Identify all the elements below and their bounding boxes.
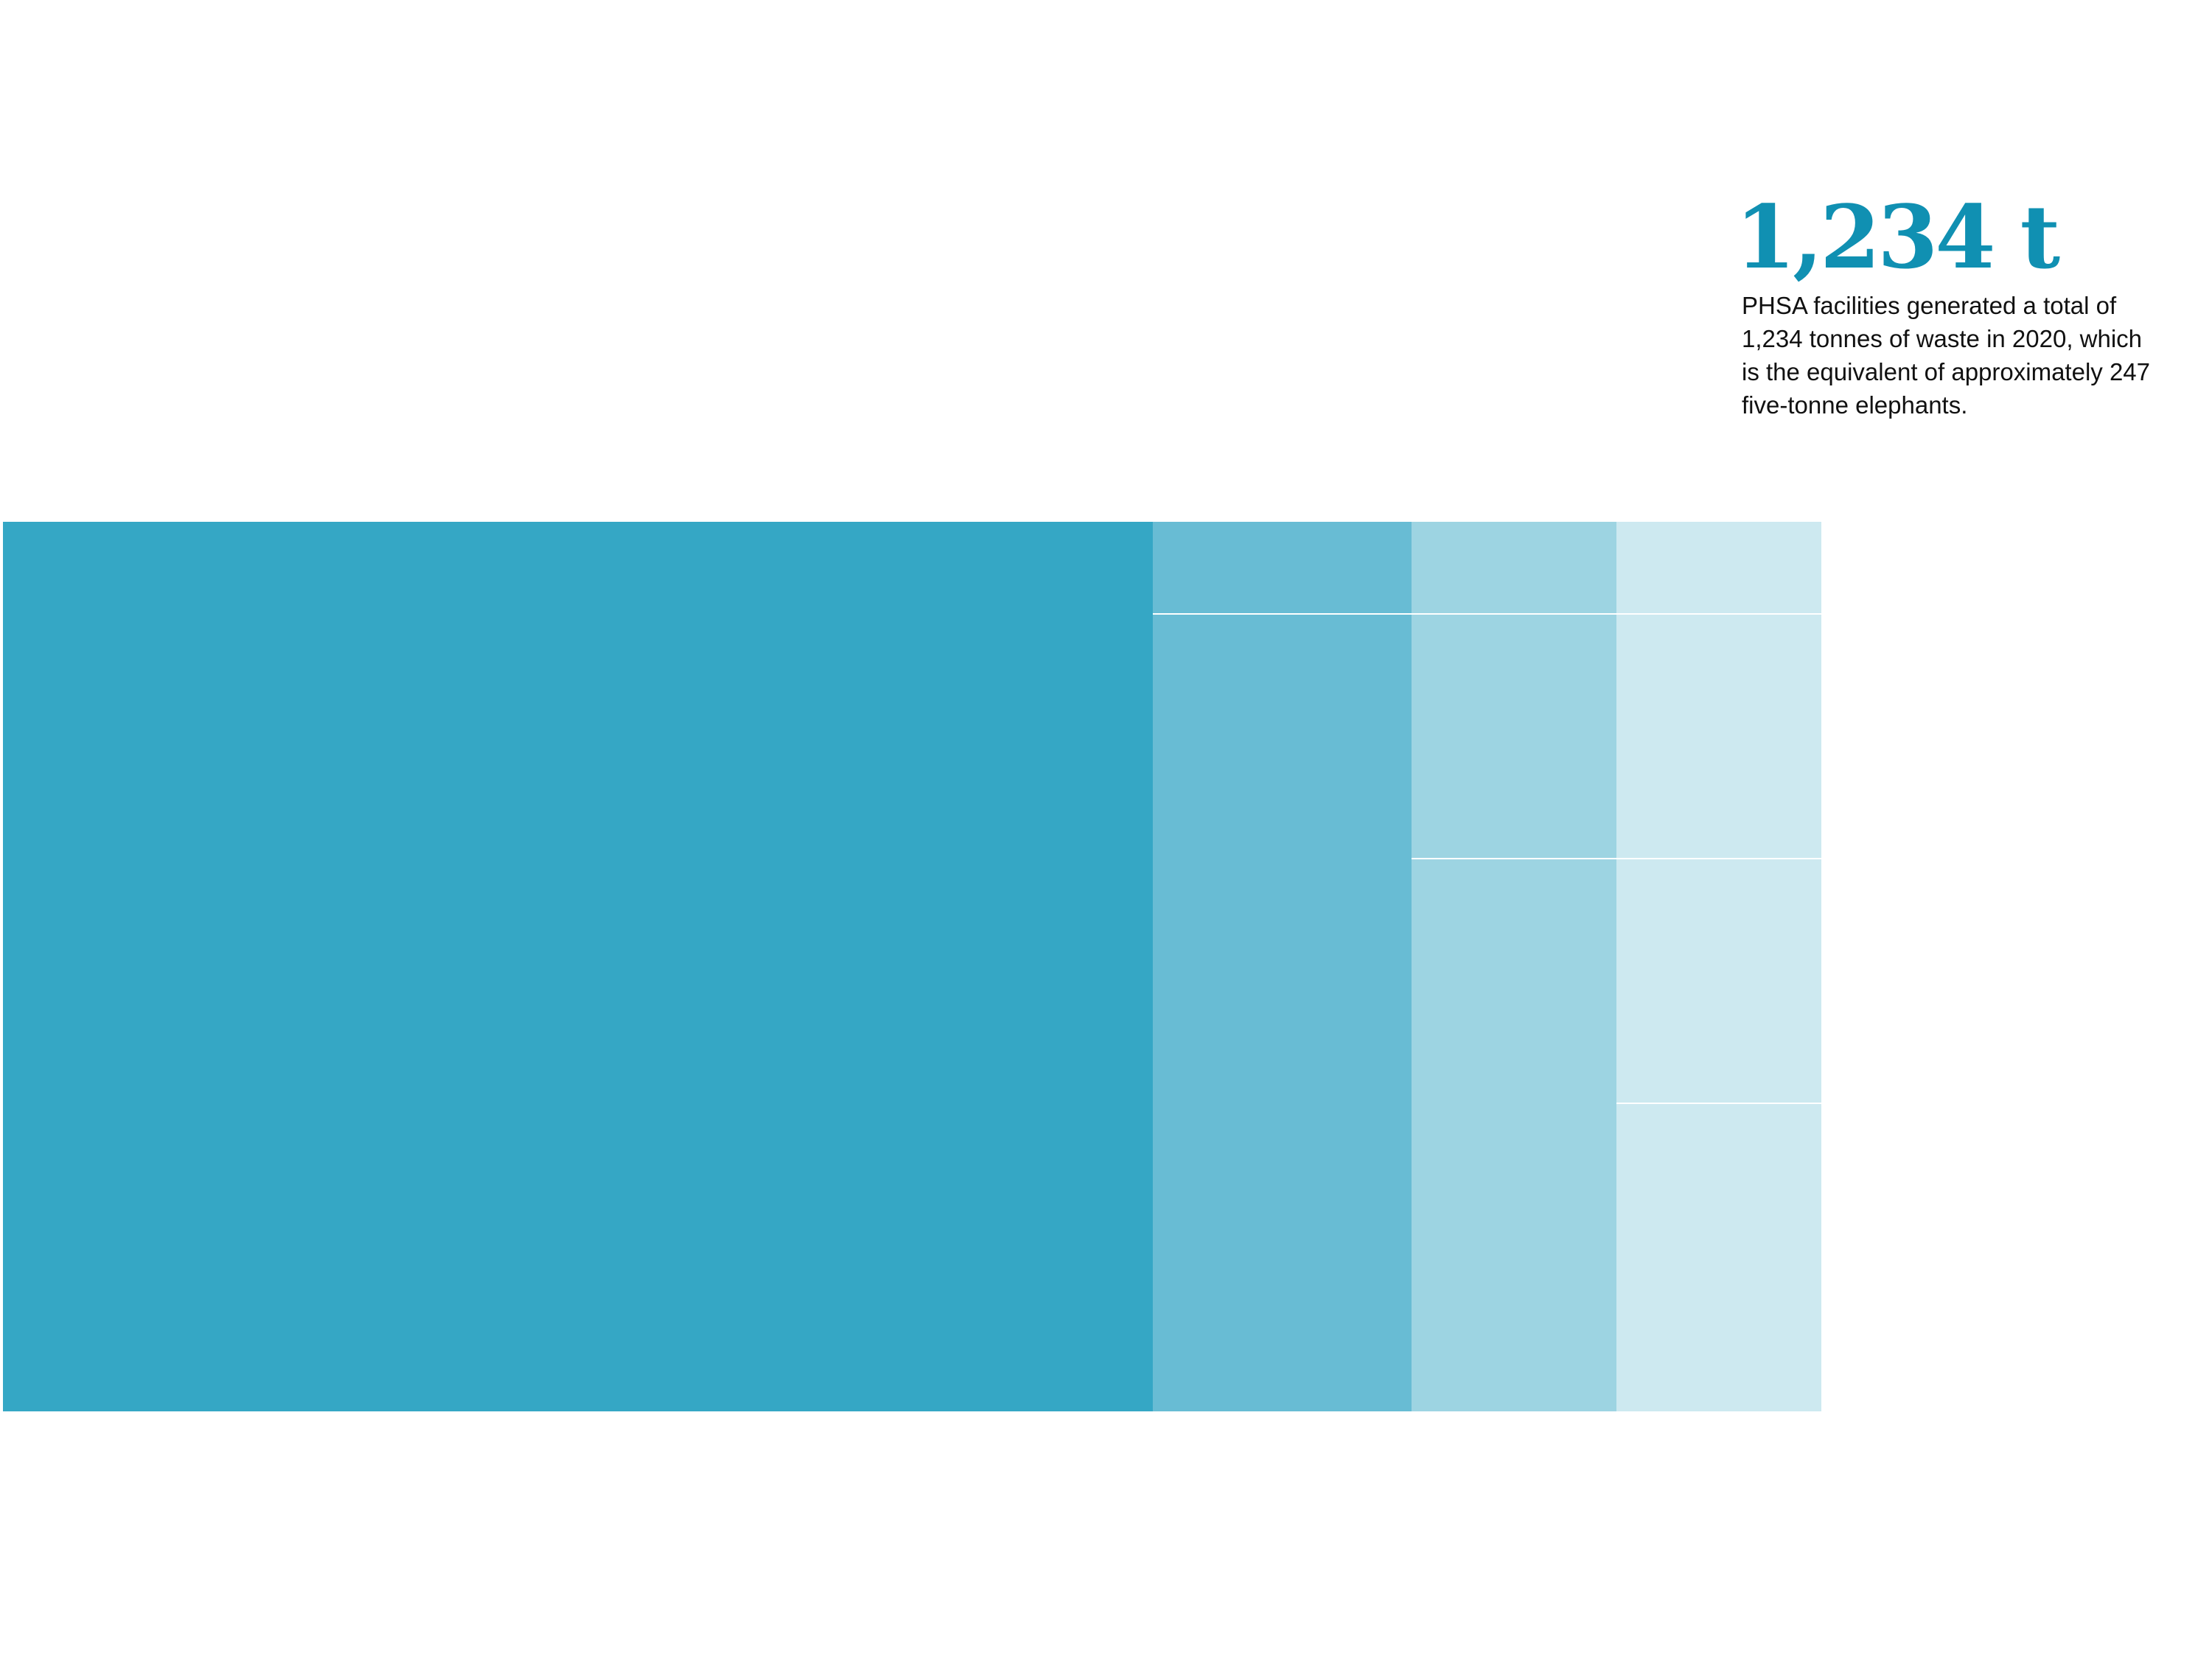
block-grid xyxy=(3,522,1821,1411)
description-line: is the equivalent of approximately 247 xyxy=(1742,358,2150,385)
block xyxy=(1153,522,1412,613)
block xyxy=(1412,522,1616,613)
block xyxy=(1616,859,1821,1103)
block xyxy=(1412,859,1616,1411)
headline: 1,234 t xyxy=(1735,186,2060,288)
block xyxy=(1616,615,1821,858)
block xyxy=(1616,1104,1821,1411)
description-line: PHSA facilities generated a total of xyxy=(1742,292,2117,319)
block xyxy=(1412,615,1616,858)
block xyxy=(3,522,1153,1411)
block xyxy=(1153,615,1412,1411)
description-line: 1,234 tonnes of waste in 2020, which xyxy=(1742,325,2142,352)
block xyxy=(1616,522,1821,613)
description-line: five-tonne elephants. xyxy=(1742,391,1967,419)
